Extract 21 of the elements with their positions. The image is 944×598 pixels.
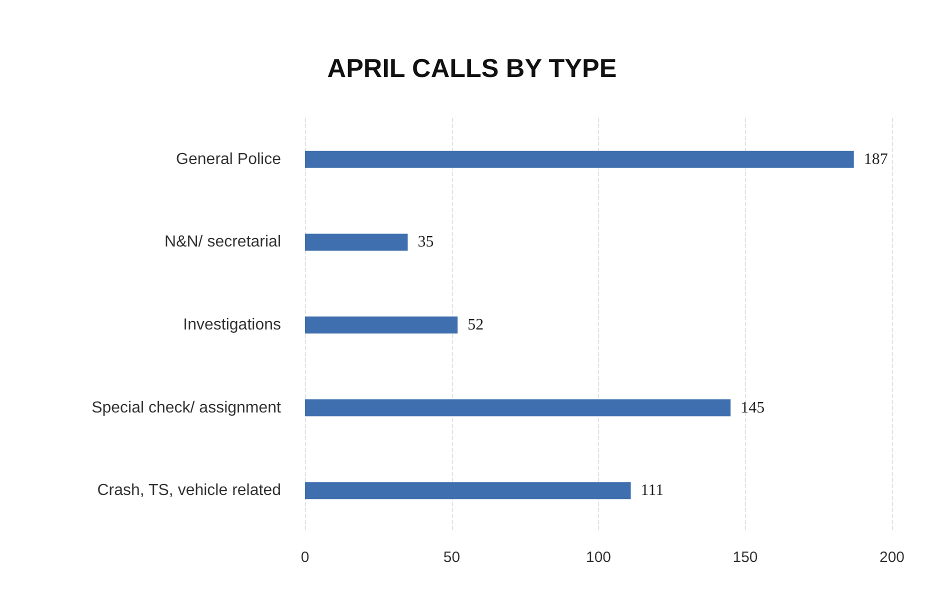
x-tick-label: 200 bbox=[879, 549, 905, 566]
y-tick-label: Special check/ assignment bbox=[92, 399, 282, 416]
bar bbox=[305, 316, 458, 334]
data-label: 35 bbox=[418, 234, 434, 251]
chart-title: APRIL CALLS BY TYPE bbox=[327, 53, 617, 83]
x-tick-label: 150 bbox=[732, 549, 758, 566]
bar bbox=[305, 150, 854, 168]
data-label: 52 bbox=[468, 316, 484, 334]
x-tick-label: 0 bbox=[300, 549, 310, 566]
x-tick-label: 100 bbox=[586, 549, 612, 566]
data-label: 145 bbox=[740, 399, 765, 416]
y-tick-label: General Police bbox=[176, 150, 282, 168]
data-label: 187 bbox=[864, 150, 888, 168]
bar bbox=[305, 234, 408, 251]
y-tick-label: Investigations bbox=[183, 316, 281, 334]
x-tick-label: 50 bbox=[443, 549, 460, 566]
y-tick-label: Crash, TS, vehicle related bbox=[97, 482, 281, 500]
bar bbox=[305, 399, 731, 416]
y-tick-label: N&N/ secretarial bbox=[164, 234, 281, 251]
bar bbox=[305, 482, 631, 500]
data-label: 111 bbox=[640, 482, 664, 500]
